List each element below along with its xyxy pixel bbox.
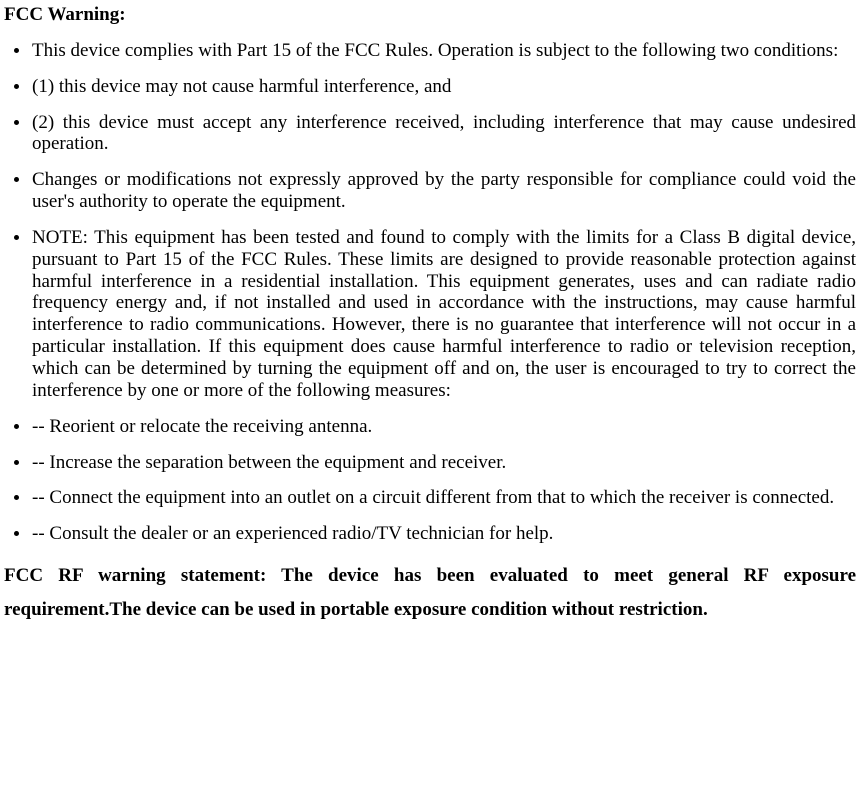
list-item: -- Connect the equipment into an outlet … (4, 487, 856, 509)
list-item: -- Reorient or relocate the receiving an… (4, 416, 856, 438)
list-item: NOTE: This equipment has been tested and… (4, 227, 856, 402)
fcc-warning-list: This device complies with Part 15 of the… (4, 40, 856, 545)
list-item: -- Consult the dealer or an experienced … (4, 523, 856, 545)
fcc-rf-warning-statement: FCC RF warning statement: The device has… (4, 559, 856, 627)
list-item: (1) this device may not cause harmful in… (4, 76, 856, 98)
fcc-warning-heading: FCC Warning: (4, 4, 856, 26)
list-item: (2) this device must accept any interfer… (4, 112, 856, 156)
list-item: Changes or modifications not expressly a… (4, 169, 856, 213)
list-item: This device complies with Part 15 of the… (4, 40, 856, 62)
list-item: -- Increase the separation between the e… (4, 452, 856, 474)
